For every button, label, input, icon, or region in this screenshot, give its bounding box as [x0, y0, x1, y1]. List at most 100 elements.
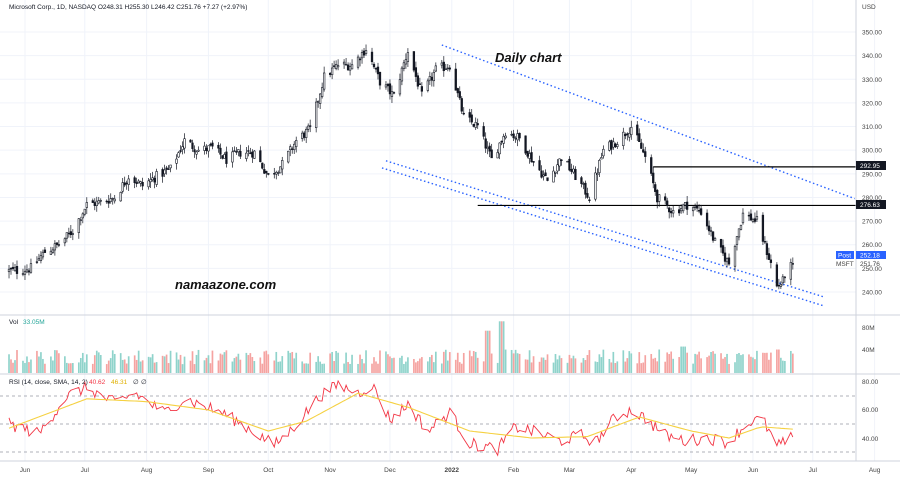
candle — [317, 100, 320, 108]
volume-bar — [68, 363, 70, 373]
candle-body-up — [691, 207, 695, 212]
candle — [398, 73, 402, 97]
candle — [490, 143, 493, 159]
price-tick-label: 310.00 — [862, 124, 882, 131]
candle-body-down — [462, 112, 465, 115]
candle — [733, 244, 737, 272]
candle — [572, 165, 575, 174]
volume-bar — [209, 363, 212, 373]
candle-body-down — [167, 168, 170, 170]
candle-body-down — [165, 167, 168, 170]
candle-body-down — [267, 173, 270, 175]
candle — [721, 239, 725, 257]
rsi-tick: 60.00 — [862, 407, 879, 414]
candle-body-up — [307, 125, 310, 130]
candle — [175, 154, 178, 170]
post-value-bg — [856, 251, 886, 259]
channel-lower-line[interactable] — [381, 167, 825, 307]
candle-body-up — [295, 140, 298, 147]
candle-body-down — [626, 133, 629, 136]
volume-bar — [680, 346, 682, 373]
volume-bar — [105, 364, 108, 373]
candle-body-down — [69, 231, 72, 236]
volume-bar — [205, 357, 208, 373]
volume-bar — [385, 351, 387, 373]
volume-bar — [554, 354, 557, 373]
candle — [684, 202, 687, 210]
volume-bar — [231, 361, 234, 373]
volume-bar — [568, 354, 571, 373]
volume-bar — [401, 355, 403, 373]
candle — [205, 144, 208, 155]
candle-body-up — [99, 200, 102, 202]
rsi-sma-line[interactable] — [8, 392, 793, 439]
candle — [482, 122, 485, 140]
candle-body-down — [456, 88, 459, 94]
volume-bar — [728, 363, 730, 373]
candle — [500, 140, 503, 146]
price-tick-label: 240.00 — [862, 290, 882, 297]
price-tick-label: 270.00 — [862, 219, 882, 226]
candle-body-up — [113, 198, 116, 202]
candle-body-down — [570, 169, 573, 172]
chart-annotation-title: Daily chart — [495, 50, 562, 65]
volume-bar — [448, 352, 451, 373]
candle-body-down — [476, 123, 479, 126]
volume-bar — [351, 354, 353, 373]
candle — [434, 62, 437, 73]
candle — [526, 150, 529, 159]
volume-bar — [488, 330, 491, 373]
candle-body-up — [502, 136, 505, 144]
volume-bar — [486, 330, 489, 373]
volume-value: 33.05M — [23, 319, 45, 326]
volume-bar — [251, 357, 254, 373]
rsi-line[interactable] — [8, 379, 794, 457]
candle-body-down — [707, 225, 711, 232]
candle-body-up — [85, 202, 88, 208]
volume-bar — [708, 355, 710, 373]
candle-body-down — [328, 73, 332, 75]
candle — [472, 123, 475, 128]
volume-bar — [780, 357, 782, 373]
volume-bar — [125, 363, 128, 373]
candle — [711, 231, 715, 243]
price-axis[interactable]: 350.00 340.00 330.00 320.00 310.00 300.00 290.… — [862, 30, 882, 297]
candle — [189, 139, 192, 143]
candle — [177, 151, 180, 158]
candle — [372, 62, 376, 69]
time-tick-label: Jul — [809, 467, 818, 474]
candle — [596, 168, 599, 182]
channel-upper-line[interactable] — [441, 44, 855, 200]
time-tick-label: May — [685, 467, 698, 474]
channel-middle-line[interactable] — [385, 160, 825, 298]
candle — [11, 262, 15, 271]
candle — [568, 156, 571, 172]
volume-bar — [692, 363, 694, 373]
candle-body-up — [51, 249, 55, 253]
volume-bar — [532, 356, 535, 373]
volume-bar — [622, 350, 625, 373]
candle-body-up — [781, 276, 785, 284]
candle-body-down — [699, 208, 703, 215]
candle-body-down — [650, 157, 653, 174]
volume-bar — [135, 359, 138, 373]
candle-body-up — [444, 68, 447, 70]
candle — [315, 98, 318, 133]
candle-body-down — [642, 149, 645, 153]
candle-body-down — [638, 133, 641, 142]
candle — [137, 179, 140, 184]
candle-body-down — [460, 98, 463, 112]
candle — [446, 64, 449, 72]
time-axis[interactable]: Jun Jul Aug Sep Oct Nov Dec 2022 Feb Mar Apr May Jun… — [20, 467, 881, 474]
volume-bar — [766, 352, 768, 373]
candle — [225, 146, 228, 168]
price-tick-label: 300.00 — [862, 148, 882, 155]
candle-body-up — [79, 219, 82, 221]
volume-bar — [700, 358, 702, 373]
volume-bar — [207, 355, 210, 373]
volume-bar — [121, 359, 124, 373]
candle-body-down — [105, 200, 108, 203]
candle — [295, 136, 298, 153]
candle-body-up — [71, 233, 74, 235]
